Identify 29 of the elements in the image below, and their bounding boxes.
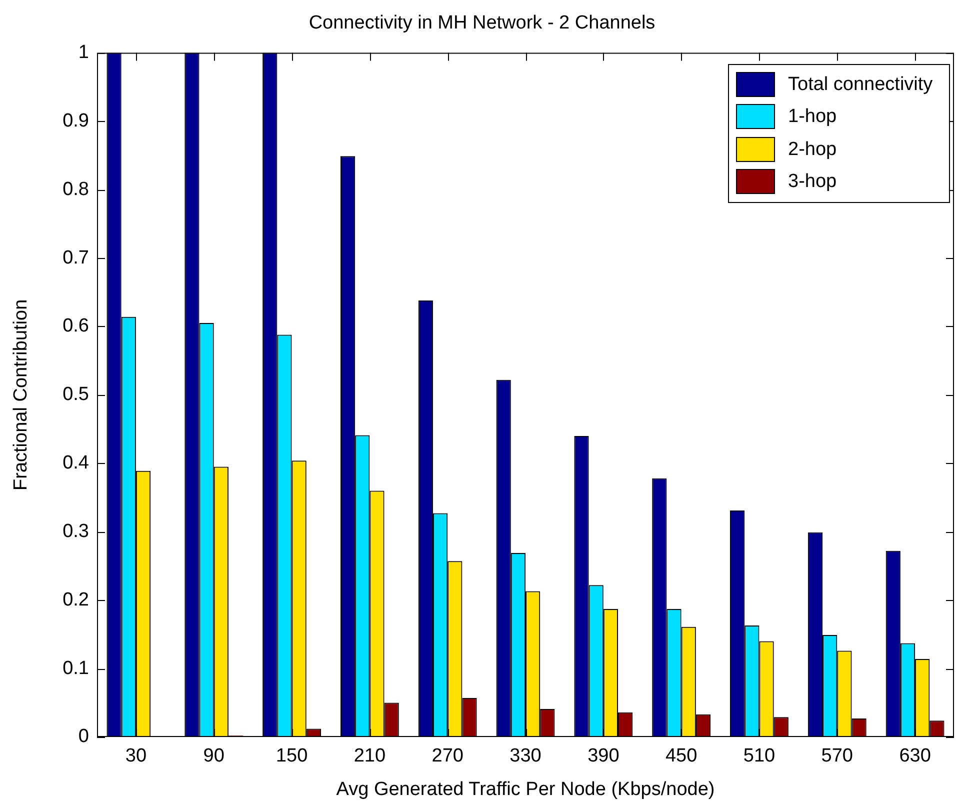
x-axis-title: Avg Generated Traffic Per Node (Kbps/node) — [336, 778, 715, 800]
y-tick-label: 0.9 — [62, 110, 89, 132]
y-tick-label: 0.8 — [62, 178, 89, 200]
y-tick-label: 0.3 — [62, 520, 89, 542]
x-tick-label: 570 — [821, 746, 853, 767]
x-tick-label: 450 — [665, 746, 698, 767]
legend-label: Total connectivity — [788, 74, 934, 96]
x-tick-label: 210 — [354, 746, 386, 767]
x-tick-label: 390 — [588, 746, 620, 767]
y-tick-label: 0.7 — [62, 247, 89, 268]
x-tick-label: 150 — [276, 746, 308, 767]
y-tick-label: 0.5 — [62, 384, 89, 406]
legend-label: 2-hop — [788, 139, 837, 160]
x-tick-label: 270 — [432, 746, 464, 767]
x-tick-label: 630 — [899, 746, 931, 767]
legend-label: 1-hop — [788, 106, 837, 128]
x-tick-label: 330 — [510, 746, 542, 767]
x-tick-label: 510 — [743, 746, 776, 767]
y-tick-label: 0.4 — [62, 452, 90, 474]
y-tick-label: 0.2 — [62, 589, 89, 610]
y-tick-label: 0.1 — [62, 658, 89, 679]
x-tick-label: 90 — [203, 746, 224, 767]
y-tick-label: 0 — [78, 726, 89, 748]
y-axis-title: Fractional Contribution — [10, 299, 32, 490]
y-tick-label: 0.6 — [62, 316, 89, 337]
y-tick-label: 1 — [78, 42, 89, 64]
legend-label: 3-hop — [788, 171, 837, 192]
x-tick-label: 30 — [125, 746, 147, 767]
chart-title: Connectivity in MH Network - 2 Channels — [308, 12, 656, 34]
